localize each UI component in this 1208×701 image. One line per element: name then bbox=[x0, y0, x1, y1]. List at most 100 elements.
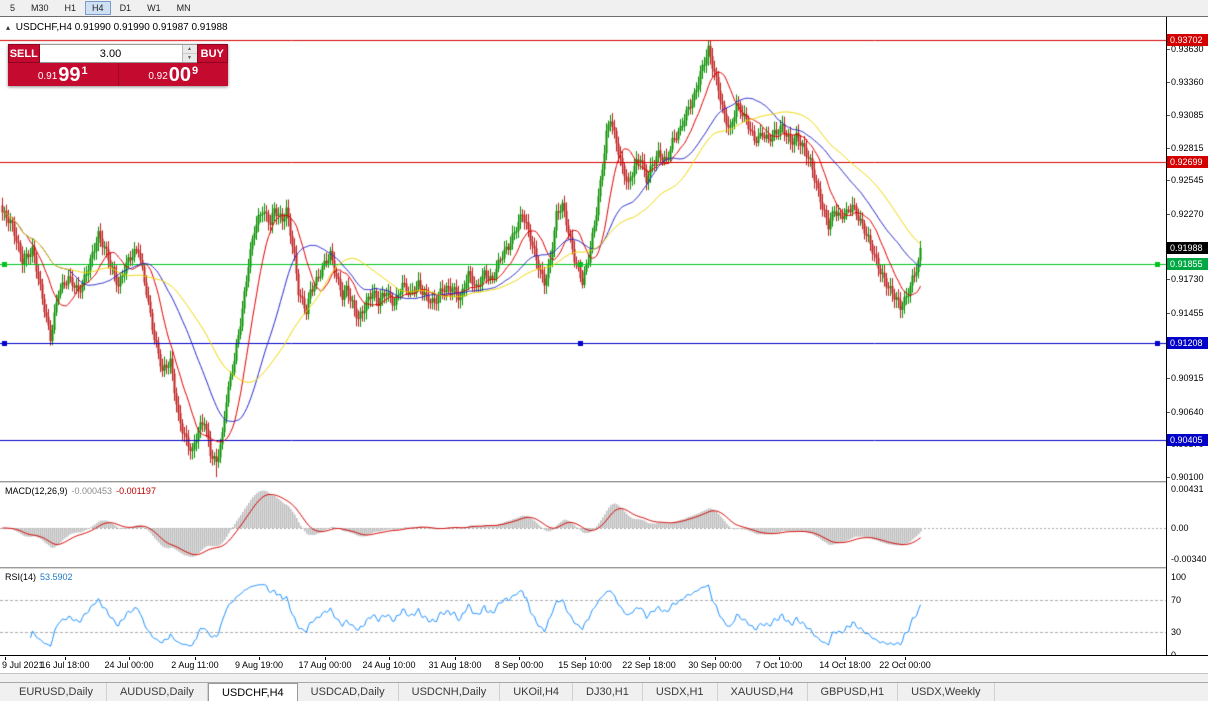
price-axis[interactable]: 0.93630 0.93360 0.93085 0.92815 0.92545 0.922… bbox=[1166, 17, 1208, 660]
sell-price-big: 99 bbox=[58, 64, 81, 86]
chart-tab-ukoil-h4[interactable]: UKOil,H4 bbox=[500, 683, 574, 701]
time-axis[interactable]: 9 Jul 2021 16 Jul 18:00 24 Jul 00:00 2 Aug … bbox=[0, 655, 1208, 673]
timeframe-button-h1[interactable]: H1 bbox=[58, 1, 84, 15]
chart-tab-eurusd-daily[interactable]: EURUSD,Daily bbox=[6, 683, 107, 701]
sell-price[interactable]: 0.91 99 1 bbox=[8, 63, 119, 86]
price-tick-mark bbox=[1167, 477, 1170, 478]
time-axis-label: 15 Sep 10:00 bbox=[558, 660, 612, 670]
macd-axis-label: 0.00431 bbox=[1171, 484, 1204, 494]
chart-tab-usdchf-h4[interactable]: USDCHF,H4 bbox=[207, 683, 298, 701]
time-axis-label: 16 Jul 18:00 bbox=[40, 660, 90, 670]
chart-tab-audusd-daily[interactable]: AUDUSD,Daily bbox=[107, 683, 208, 701]
chart-tab-gbpusd-h1[interactable]: GBPUSD,H1 bbox=[808, 683, 899, 701]
timeframe-toolbar: 5 M30 H1 H4 D1 W1 MN bbox=[0, 0, 1208, 17]
price-tick-label: 0.93085 bbox=[1171, 110, 1204, 120]
macd-axis-label: 0.00 bbox=[1171, 523, 1189, 533]
one-click-collapse-icon[interactable]: ▴ bbox=[6, 23, 11, 32]
rsi-name: RSI(14) bbox=[5, 572, 37, 582]
chart-tabs-bar: EURUSD,Daily AUDUSD,Daily USDCHF,H4 USDCAD,… bbox=[0, 682, 1208, 701]
buy-price[interactable]: 0.92 00 9 bbox=[119, 63, 229, 86]
chart-tab-xauusd-h4[interactable]: XAUUSD,H4 bbox=[718, 683, 808, 701]
price-tick-label: 0.90100 bbox=[1171, 472, 1204, 482]
rsi-label: RSI(14) 53.5902 bbox=[5, 572, 73, 582]
time-axis-label: 17 Aug 00:00 bbox=[298, 660, 352, 670]
macd-axis-label: -0.00340 bbox=[1171, 554, 1207, 564]
time-axis-label: 9 Jul 2021 bbox=[2, 660, 44, 670]
chart-tab-usdcnh-daily[interactable]: USDCNH,Daily bbox=[399, 683, 501, 701]
price-tick-label: 0.92270 bbox=[1171, 209, 1204, 219]
time-tick-mark bbox=[325, 657, 326, 660]
macd-signal-value: -0.001197 bbox=[116, 486, 156, 496]
price-tick-mark bbox=[1167, 279, 1170, 280]
time-axis-label: 30 Sep 00:00 bbox=[688, 660, 742, 670]
volume-down-button[interactable]: ▼ bbox=[182, 54, 197, 62]
hline-price-label: 0.91855 bbox=[1167, 258, 1208, 270]
macd-indicator-canvas[interactable] bbox=[0, 483, 1166, 567]
timeframe-button-5[interactable]: 5 bbox=[3, 1, 22, 15]
time-tick-mark bbox=[905, 657, 906, 660]
time-tick-mark bbox=[649, 657, 650, 660]
price-tick-mark bbox=[1167, 378, 1170, 379]
macd-name: MACD(12,26,9) bbox=[5, 486, 68, 496]
rsi-axis-label: 100 bbox=[1171, 572, 1187, 582]
buy-button[interactable]: BUY bbox=[196, 44, 228, 63]
timeframe-button-m30[interactable]: M30 bbox=[24, 1, 56, 15]
time-axis-label: 24 Jul 00:00 bbox=[104, 660, 154, 670]
time-axis-label: 24 Aug 10:00 bbox=[362, 660, 416, 670]
macd-value: -0.000453 bbox=[71, 486, 113, 496]
chart-tab-usdx-h1[interactable]: USDX,H1 bbox=[643, 683, 718, 701]
sell-button[interactable]: SELL bbox=[8, 44, 40, 63]
time-tick-mark bbox=[195, 657, 196, 660]
volume-input[interactable] bbox=[39, 45, 182, 62]
price-tick-label: 0.91455 bbox=[1171, 308, 1204, 318]
buy-price-big: 00 bbox=[168, 64, 192, 86]
chart-tab-usdx-weekly[interactable]: USDX,Weekly bbox=[898, 683, 995, 701]
price-tick-mark bbox=[1167, 148, 1170, 149]
hline-price-label: 0.92699 bbox=[1167, 156, 1208, 168]
rsi-indicator-canvas[interactable] bbox=[0, 569, 1166, 655]
price-tick-label: 0.92815 bbox=[1171, 143, 1204, 153]
chart-tab-usdcad-daily[interactable]: USDCAD,Daily bbox=[298, 683, 399, 701]
timeframe-button-mn[interactable]: MN bbox=[170, 1, 198, 15]
price-tick-label: 0.90640 bbox=[1171, 407, 1204, 417]
chart-tab-dj30-h1[interactable]: DJ30,H1 bbox=[573, 683, 643, 701]
time-tick-mark bbox=[585, 657, 586, 660]
price-tick-mark bbox=[1167, 115, 1170, 116]
price-tick-mark bbox=[1167, 49, 1170, 50]
price-chart-canvas[interactable] bbox=[0, 17, 1166, 481]
volume-spinner: ▲ ▼ bbox=[181, 45, 197, 62]
time-tick-mark bbox=[65, 657, 66, 660]
price-tick-label: 0.93630 bbox=[1171, 44, 1204, 54]
timeframe-button-h4[interactable]: H4 bbox=[85, 1, 111, 15]
time-axis-label: 9 Aug 19:00 bbox=[234, 660, 284, 670]
price-tick-mark bbox=[1167, 412, 1170, 413]
rsi-axis-label: 30 bbox=[1171, 627, 1182, 637]
timeframe-button-w1[interactable]: W1 bbox=[140, 1, 168, 15]
sell-price-sup: 1 bbox=[81, 65, 88, 77]
price-tick-label: 0.91730 bbox=[1171, 274, 1204, 284]
time-axis-label: 14 Oct 18:00 bbox=[819, 660, 871, 670]
time-tick-mark bbox=[715, 657, 716, 660]
sell-price-prefix: 0.91 bbox=[37, 71, 58, 82]
timeframe-button-d1[interactable]: D1 bbox=[113, 1, 139, 15]
rsi-axis-label: 70 bbox=[1171, 595, 1182, 605]
volume-up-button[interactable]: ▲ bbox=[182, 45, 197, 54]
status-strip bbox=[0, 673, 1208, 682]
time-tick-mark bbox=[259, 657, 260, 660]
time-axis-label: 8 Sep 00:00 bbox=[494, 660, 544, 670]
price-tick-mark bbox=[1167, 214, 1170, 215]
panel-splitter[interactable] bbox=[0, 567, 1166, 569]
price-tick-mark bbox=[1167, 180, 1170, 181]
panel-splitter[interactable] bbox=[0, 481, 1166, 483]
buy-price-prefix: 0.92 bbox=[148, 71, 168, 82]
chart-title-text: USDCHF,H4 0.91990 0.91990 0.91987 0.9198… bbox=[15, 22, 228, 33]
price-tick-label: 0.90915 bbox=[1171, 373, 1204, 383]
chart-title: ▴ USDCHF,H4 0.91990 0.91990 0.91987 0.91… bbox=[6, 22, 228, 33]
hline-price-label: 0.90405 bbox=[1167, 434, 1208, 446]
time-axis-label: 22 Sep 18:00 bbox=[622, 660, 676, 670]
macd-label: MACD(12,26,9) -0.000453 -0.001197 bbox=[5, 486, 156, 496]
hline-price-label: 0.91208 bbox=[1167, 337, 1208, 349]
price-tick-label: 0.93360 bbox=[1171, 77, 1204, 87]
volume-control: ▲ ▼ bbox=[39, 44, 197, 63]
